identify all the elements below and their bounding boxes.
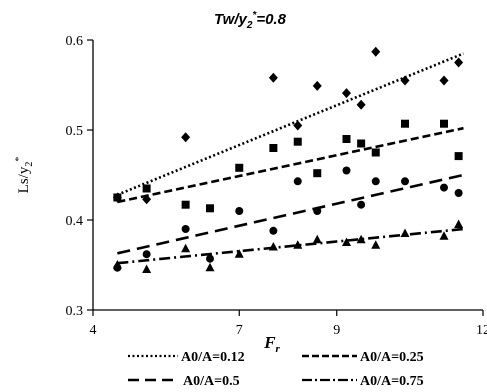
point-triangle (312, 234, 322, 244)
point-triangle (439, 231, 449, 240)
legend-label-2: A0/A=0.5 (183, 374, 240, 389)
point-square (454, 152, 463, 161)
trend-line-0 (116, 52, 464, 197)
legend-entry-3: A0/A=0.75 (302, 374, 424, 389)
point-diamond (142, 194, 152, 205)
y-tick-label: 0.4 (66, 214, 84, 229)
point-square (269, 144, 278, 152)
point-square (206, 204, 214, 213)
point-diamond (181, 132, 191, 143)
point-circle (293, 177, 302, 186)
point-square (293, 137, 302, 146)
point-triangle (112, 260, 122, 269)
legend-entry-2: A0/A=0.5 (128, 374, 240, 389)
point-diamond (293, 120, 303, 131)
legend-entry-0: A0/A=0.12 (128, 350, 245, 365)
point-square (142, 184, 151, 193)
point-circle (142, 250, 151, 259)
point-triangle (234, 249, 244, 258)
point-circle (401, 177, 409, 186)
point-triangle (454, 219, 464, 228)
point-circle (181, 225, 190, 233)
point-diamond (454, 57, 464, 68)
point-circle (454, 189, 463, 197)
point-triangle (268, 242, 278, 251)
point-circle (357, 200, 366, 209)
point-triangle (342, 237, 351, 246)
point-square (342, 135, 351, 143)
x-axis-label: Fr (263, 333, 280, 355)
trend-line-3 (117, 227, 464, 265)
point-diamond (400, 75, 410, 86)
legend-label-0: A0/A=0.12 (181, 350, 245, 365)
point-triangle (293, 240, 303, 249)
point-triangle (400, 228, 410, 237)
point-triangle (205, 262, 215, 272)
point-square (371, 148, 380, 157)
point-square (181, 200, 190, 209)
legend-entry-1: A0/A=0.25 (302, 350, 424, 365)
trend-line-1 (117, 126, 464, 204)
point-diamond (371, 46, 381, 57)
legend-label-1: A0/A=0.25 (360, 350, 424, 365)
point-triangle (371, 240, 381, 249)
point-circle (269, 226, 278, 235)
point-square (235, 163, 244, 172)
trend-lines (116, 52, 464, 265)
x-tick-label: 7 (236, 323, 243, 338)
point-square (401, 119, 409, 128)
point-diamond (342, 88, 351, 99)
legend-label-3: A0/A=0.75 (360, 374, 424, 389)
legend: A0/A=0.12 A0/A=0.25 A0/A=0.5 A0/A=0.75 (128, 350, 424, 389)
point-square (113, 193, 122, 202)
point-square (440, 119, 448, 128)
point-diamond (439, 75, 449, 86)
y-tick-label: 0.3 (66, 304, 84, 319)
point-triangle (142, 264, 152, 273)
point-square (313, 169, 322, 178)
axis-ticks: 0.3 0.4 0.5 0.6 4 7 9 12 (66, 34, 487, 338)
chart-title: Tw/y2*=0.8 (214, 10, 287, 31)
point-triangle (356, 234, 366, 244)
point-triangle (181, 243, 191, 253)
point-circle (440, 183, 448, 192)
point-diamond (268, 72, 278, 83)
point-circle (342, 166, 351, 175)
point-diamond (356, 99, 366, 110)
y-tick-label: 0.6 (66, 34, 84, 49)
x-tick-label: 4 (90, 323, 97, 338)
y-axis-label: Ls/y2* (14, 157, 35, 194)
x-tick-label: 12 (476, 323, 487, 338)
point-square (357, 139, 366, 148)
data-points (112, 46, 464, 273)
point-circle (371, 177, 380, 186)
point-circle (313, 207, 322, 215)
x-tick-label: 9 (333, 323, 340, 338)
point-diamond (312, 80, 322, 91)
point-circle (206, 254, 214, 263)
y-tick-label: 0.5 (66, 124, 84, 139)
trend-line-2 (117, 173, 464, 255)
point-circle (235, 207, 244, 215)
